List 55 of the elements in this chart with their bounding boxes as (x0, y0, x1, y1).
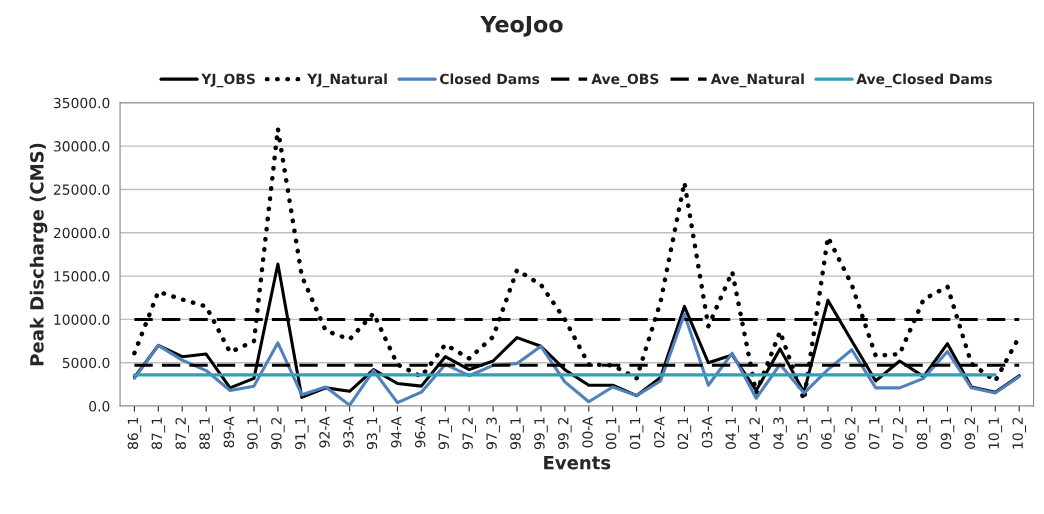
x-tick-label: 00-A (582, 416, 593, 448)
x-tick-label: 90_2 (271, 417, 285, 450)
x-tick-label: 05_1 (797, 417, 811, 450)
x-tick-label: 98_1 (510, 417, 524, 450)
y-tick-label: 0.0 (89, 401, 110, 412)
x-tick-label: 10_1 (988, 417, 1003, 449)
x-tick-label: 90_1 (247, 417, 261, 450)
x-tick-label: 88_1 (199, 417, 213, 449)
x-tick-label: 06_2 (845, 417, 859, 450)
y-tick-label: 5000.0 (62, 357, 110, 369)
y-tick-label: 30000.0 (53, 141, 110, 152)
legend-label: YJ_OBS (201, 73, 255, 88)
y-tick-label: 15000.0 (54, 271, 110, 282)
x-tick-label: 99_1 (534, 417, 548, 450)
x-tick-label: 01_1 (629, 417, 644, 450)
x-tick-label: 93-A (343, 416, 354, 448)
legend-label: Ave_OBS (591, 73, 659, 88)
x-tick-label: 04_3 (773, 417, 787, 450)
x-tick-label: 86_1 (127, 417, 142, 449)
x-tick-label: 91_1 (295, 417, 309, 450)
x-tick-label: 07_1 (868, 417, 883, 450)
y-tick-label: 20000.0 (53, 227, 110, 239)
x-tick-label: 04_1 (725, 417, 740, 450)
x-tick-label: 87_1 (151, 417, 166, 449)
x-tick-label: 96-A (414, 416, 426, 448)
x-tick-label: 04_2 (749, 417, 763, 450)
x-tick-label: 97_2 (462, 417, 476, 450)
x-tick-label: 99_2 (558, 417, 572, 450)
x-tick-label: 89-A (223, 416, 235, 448)
x-tick-label: 02_1 (677, 417, 692, 450)
x-tick-label: 02-A (654, 416, 665, 448)
chart-title: YeoJoo (480, 16, 563, 37)
x-tick-label: 97_1 (438, 417, 453, 450)
y-axis-title: Peak Discharge (CMS) (29, 143, 48, 366)
y-tick-label: 25000.0 (53, 184, 110, 195)
x-tick-label: 97_3 (486, 417, 500, 450)
x-tick-label: 08_1 (916, 417, 931, 450)
x-tick-label: 10_2 (1012, 417, 1026, 449)
y-tick-label: 10000.0 (54, 314, 110, 325)
legend-label: Ave_Natural (710, 73, 804, 88)
x-tick-label: 87_2 (175, 417, 190, 449)
x-tick-label: 06_1 (821, 417, 835, 450)
x-axis-title: Events (544, 456, 611, 470)
x-tick-label: 07_2 (892, 417, 907, 450)
x-tick-label: 03-A (701, 416, 713, 448)
x-tick-label: 00_1 (605, 417, 620, 450)
x-tick-label: 93_1 (366, 417, 381, 450)
x-tick-label: 92-A (319, 416, 330, 448)
x-tick-label: 09_1 (940, 417, 955, 450)
legend-label: Ave_Closed Dams (856, 73, 992, 88)
x-tick-label: 09_2 (964, 417, 979, 450)
legend-label: Closed Dams (440, 73, 540, 85)
y-tick-label: 35000.0 (53, 97, 110, 109)
legend-label: YJ_Natural (307, 73, 387, 88)
x-tick-label: 94-A (390, 416, 402, 448)
